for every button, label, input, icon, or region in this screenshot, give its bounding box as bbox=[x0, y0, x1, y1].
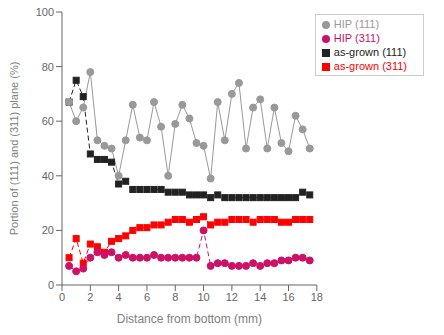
svg-text:0: 0 bbox=[48, 279, 54, 291]
svg-text:0: 0 bbox=[59, 291, 65, 303]
html-text:as-grown (111): as-grown (111) bbox=[333, 46, 407, 58]
svg-text:4: 4 bbox=[116, 291, 122, 303]
svg-text:100: 100 bbox=[36, 6, 54, 18]
svg-text:8: 8 bbox=[172, 291, 178, 303]
svg-text:12: 12 bbox=[226, 291, 238, 303]
html-text:HIP (311): HIP (311) bbox=[333, 32, 380, 44]
html-text:HIP (111): HIP (111) bbox=[333, 18, 380, 30]
svg-text:40: 40 bbox=[42, 170, 54, 182]
svg-text:10: 10 bbox=[197, 291, 209, 303]
svg-text:16: 16 bbox=[282, 291, 294, 303]
svg-text:18: 18 bbox=[311, 291, 323, 303]
svg-text:Distance from bottom (mm): Distance from bottom (mm) bbox=[117, 312, 262, 326]
svg-text:14: 14 bbox=[254, 291, 266, 303]
html-text:as-grown (311): as-grown (311) bbox=[333, 60, 407, 72]
svg-text:60: 60 bbox=[42, 115, 54, 127]
svg-text:20: 20 bbox=[42, 224, 54, 236]
svg-text:80: 80 bbox=[42, 61, 54, 73]
svg-text:6: 6 bbox=[144, 291, 150, 303]
svg-text:Portion of (111) and (311) pla: Portion of (111) and (311) plane (%) bbox=[8, 62, 20, 236]
svg-text:2: 2 bbox=[87, 291, 93, 303]
